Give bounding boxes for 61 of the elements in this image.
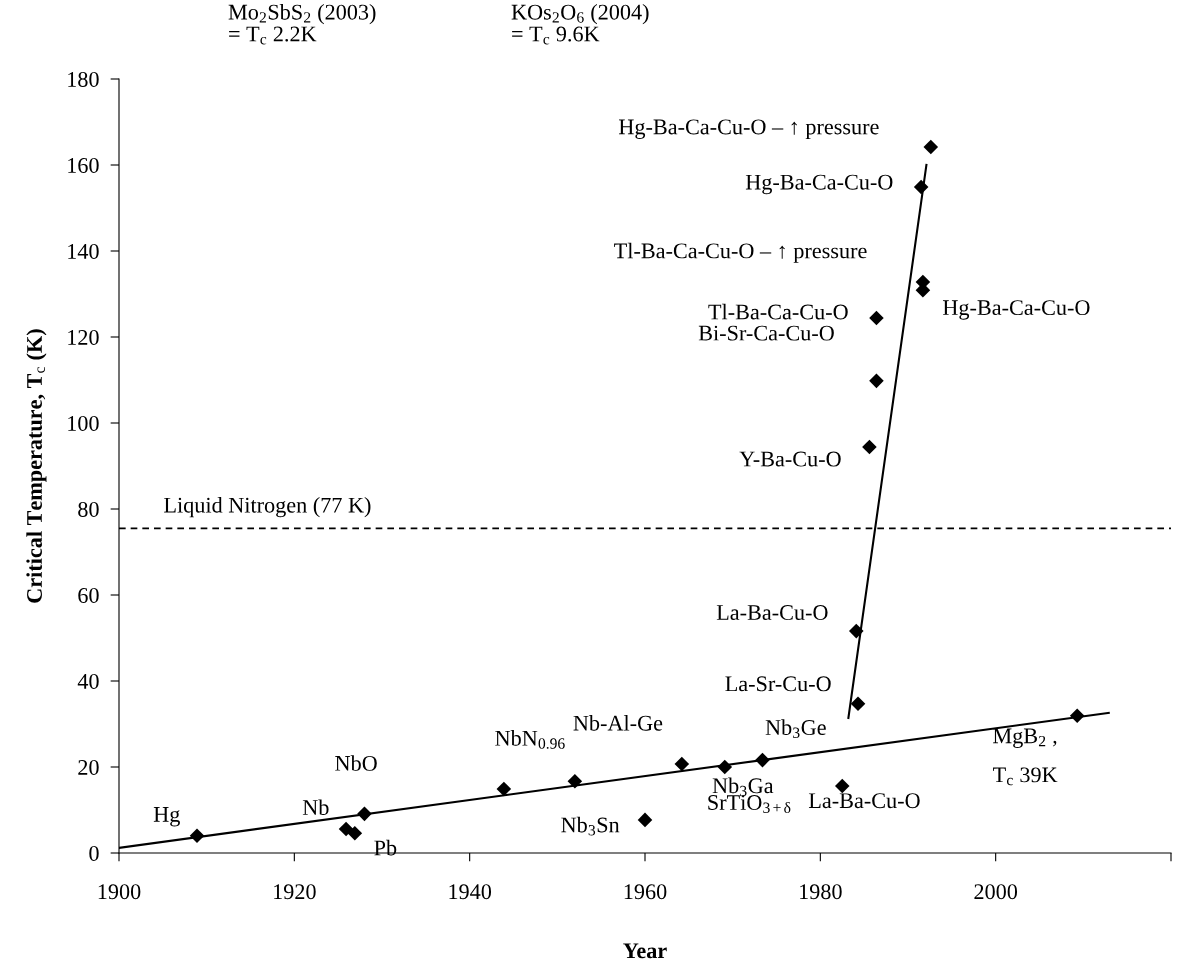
annotation: Hg-Ba-Ca-Cu-O	[942, 300, 1090, 320]
point	[338, 821, 354, 837]
x-tick-label: 2000	[974, 884, 1018, 900]
point	[848, 623, 864, 639]
point	[357, 806, 372, 822]
point	[674, 756, 690, 772]
ref-line-label: Liquid Nitrogen (77 K)	[164, 497, 371, 518]
y-tick-label: 80	[78, 501, 99, 517]
annotation: Y-Ba-Cu-O	[739, 451, 841, 467]
annotation: Tl-Ba-Ca-Cu-O	[708, 303, 848, 320]
point	[496, 781, 512, 797]
annotation: Nb$_{3}$Ge	[765, 719, 826, 738]
point	[567, 773, 583, 789]
point	[834, 778, 850, 794]
y-tick-label: 160	[68, 157, 99, 173]
x-tick-label: 1940	[449, 884, 492, 900]
annotation: Hg-Ba-Ca-Cu-O – ↑ pressure	[618, 119, 879, 139]
y-axis-title: Critical Temperature, T$_{c}$ (K)	[26, 329, 47, 603]
y-tick-label: 20	[78, 759, 99, 775]
point	[717, 759, 733, 775]
point	[869, 373, 884, 389]
annotation: Hg	[153, 807, 180, 827]
annotation: La-Sr-Cu-O	[725, 676, 831, 692]
text: Mo$_{2}$SbS$_{2}$ (2003) = T$_{c}$ 2.2K	[228, 4, 376, 45]
x-tick-label: 1980	[800, 884, 842, 900]
annotation: La-Ba-Cu-O	[716, 605, 828, 621]
annotation: NbN$_{0.96}$	[495, 730, 565, 749]
annotation: SrTiO$_{3+δ}$	[708, 795, 791, 813]
y-tick-label: 60	[78, 587, 99, 603]
x-tick-label: 1900	[98, 884, 141, 900]
x-tick-label: 1960	[624, 884, 667, 900]
x-tick-label: 1920	[274, 884, 316, 900]
annotation: Nb$_{3}$Sn	[561, 816, 620, 836]
text: KOs$_{2}$O$_{6}$ (2004) = T$_{c}$ 9.6K	[511, 4, 649, 45]
annotation: NbO	[335, 755, 377, 771]
annotation: Pb	[374, 839, 397, 856]
y-tick-label: 40	[77, 673, 99, 689]
annotation: Tl-Ba-Ca-Cu-O – ↑ pressure	[614, 242, 867, 263]
y-tick-label: 120	[68, 329, 99, 345]
point	[189, 828, 205, 844]
point	[850, 696, 866, 712]
point	[862, 439, 877, 455]
annotation: Nb	[302, 799, 329, 816]
y-tick-label: 140	[68, 243, 99, 259]
annotation: La-Ba-Cu-O	[808, 793, 920, 809]
y-tick-label: 100	[68, 415, 99, 431]
point	[869, 310, 884, 326]
point	[637, 812, 653, 828]
x-axis-title: Year	[623, 943, 667, 959]
point	[347, 825, 363, 841]
y-tick-label: 180	[68, 71, 99, 87]
point	[755, 752, 770, 768]
point	[913, 179, 929, 195]
annotation: Bi-Sr-Ca-Cu-O	[698, 325, 834, 341]
point	[923, 139, 939, 155]
annotation: MgB$_{2}$ ,	[993, 728, 1057, 748]
annotation: Nb-Al-Ge	[573, 715, 663, 731]
point	[1069, 708, 1085, 724]
annotation: Hg-Ba-Ca-Cu-O	[745, 174, 893, 195]
y-tick-label: 0	[89, 845, 99, 861]
annotation: T$_{c}$ 39K	[993, 767, 1058, 786]
